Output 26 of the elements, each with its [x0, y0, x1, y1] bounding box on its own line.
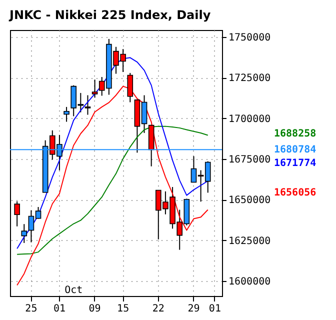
x-tick-label: 01	[53, 304, 66, 314]
text: 1656056	[274, 187, 316, 198]
text: 1671774	[274, 158, 316, 169]
y-tick-label: 1675000	[228, 154, 271, 166]
candlestick	[64, 106, 70, 122]
x-tick-label: 15	[117, 304, 130, 314]
y-tick-label: 1725000	[228, 73, 271, 84]
chart-title: JNKC - Nikkei 225 Index, Daily	[8, 8, 211, 22]
y-tick-label: 1700000	[228, 114, 271, 125]
candlestick	[84, 94, 91, 116]
y-tick-label: 1750000	[228, 32, 271, 44]
candlestick	[92, 79, 98, 98]
text: 1688258	[274, 128, 316, 140]
annotation: Oct	[64, 285, 83, 296]
candlestick	[21, 224, 28, 244]
x-tick-label: 09	[88, 304, 101, 314]
x-tick-label: 22	[152, 304, 164, 314]
y-tick-label: 1625000	[228, 236, 271, 247]
x-tick-label: 29	[188, 304, 200, 314]
x-tick-label: 25	[25, 304, 38, 314]
y-tick-label: 1650000	[228, 195, 271, 206]
y-tick-label: 1600000	[228, 276, 271, 288]
x-tick-label: 01	[208, 304, 221, 314]
line-series	[16, 126, 208, 255]
ref-line-label: 1680784	[274, 144, 316, 156]
candlestick	[14, 200, 20, 227]
